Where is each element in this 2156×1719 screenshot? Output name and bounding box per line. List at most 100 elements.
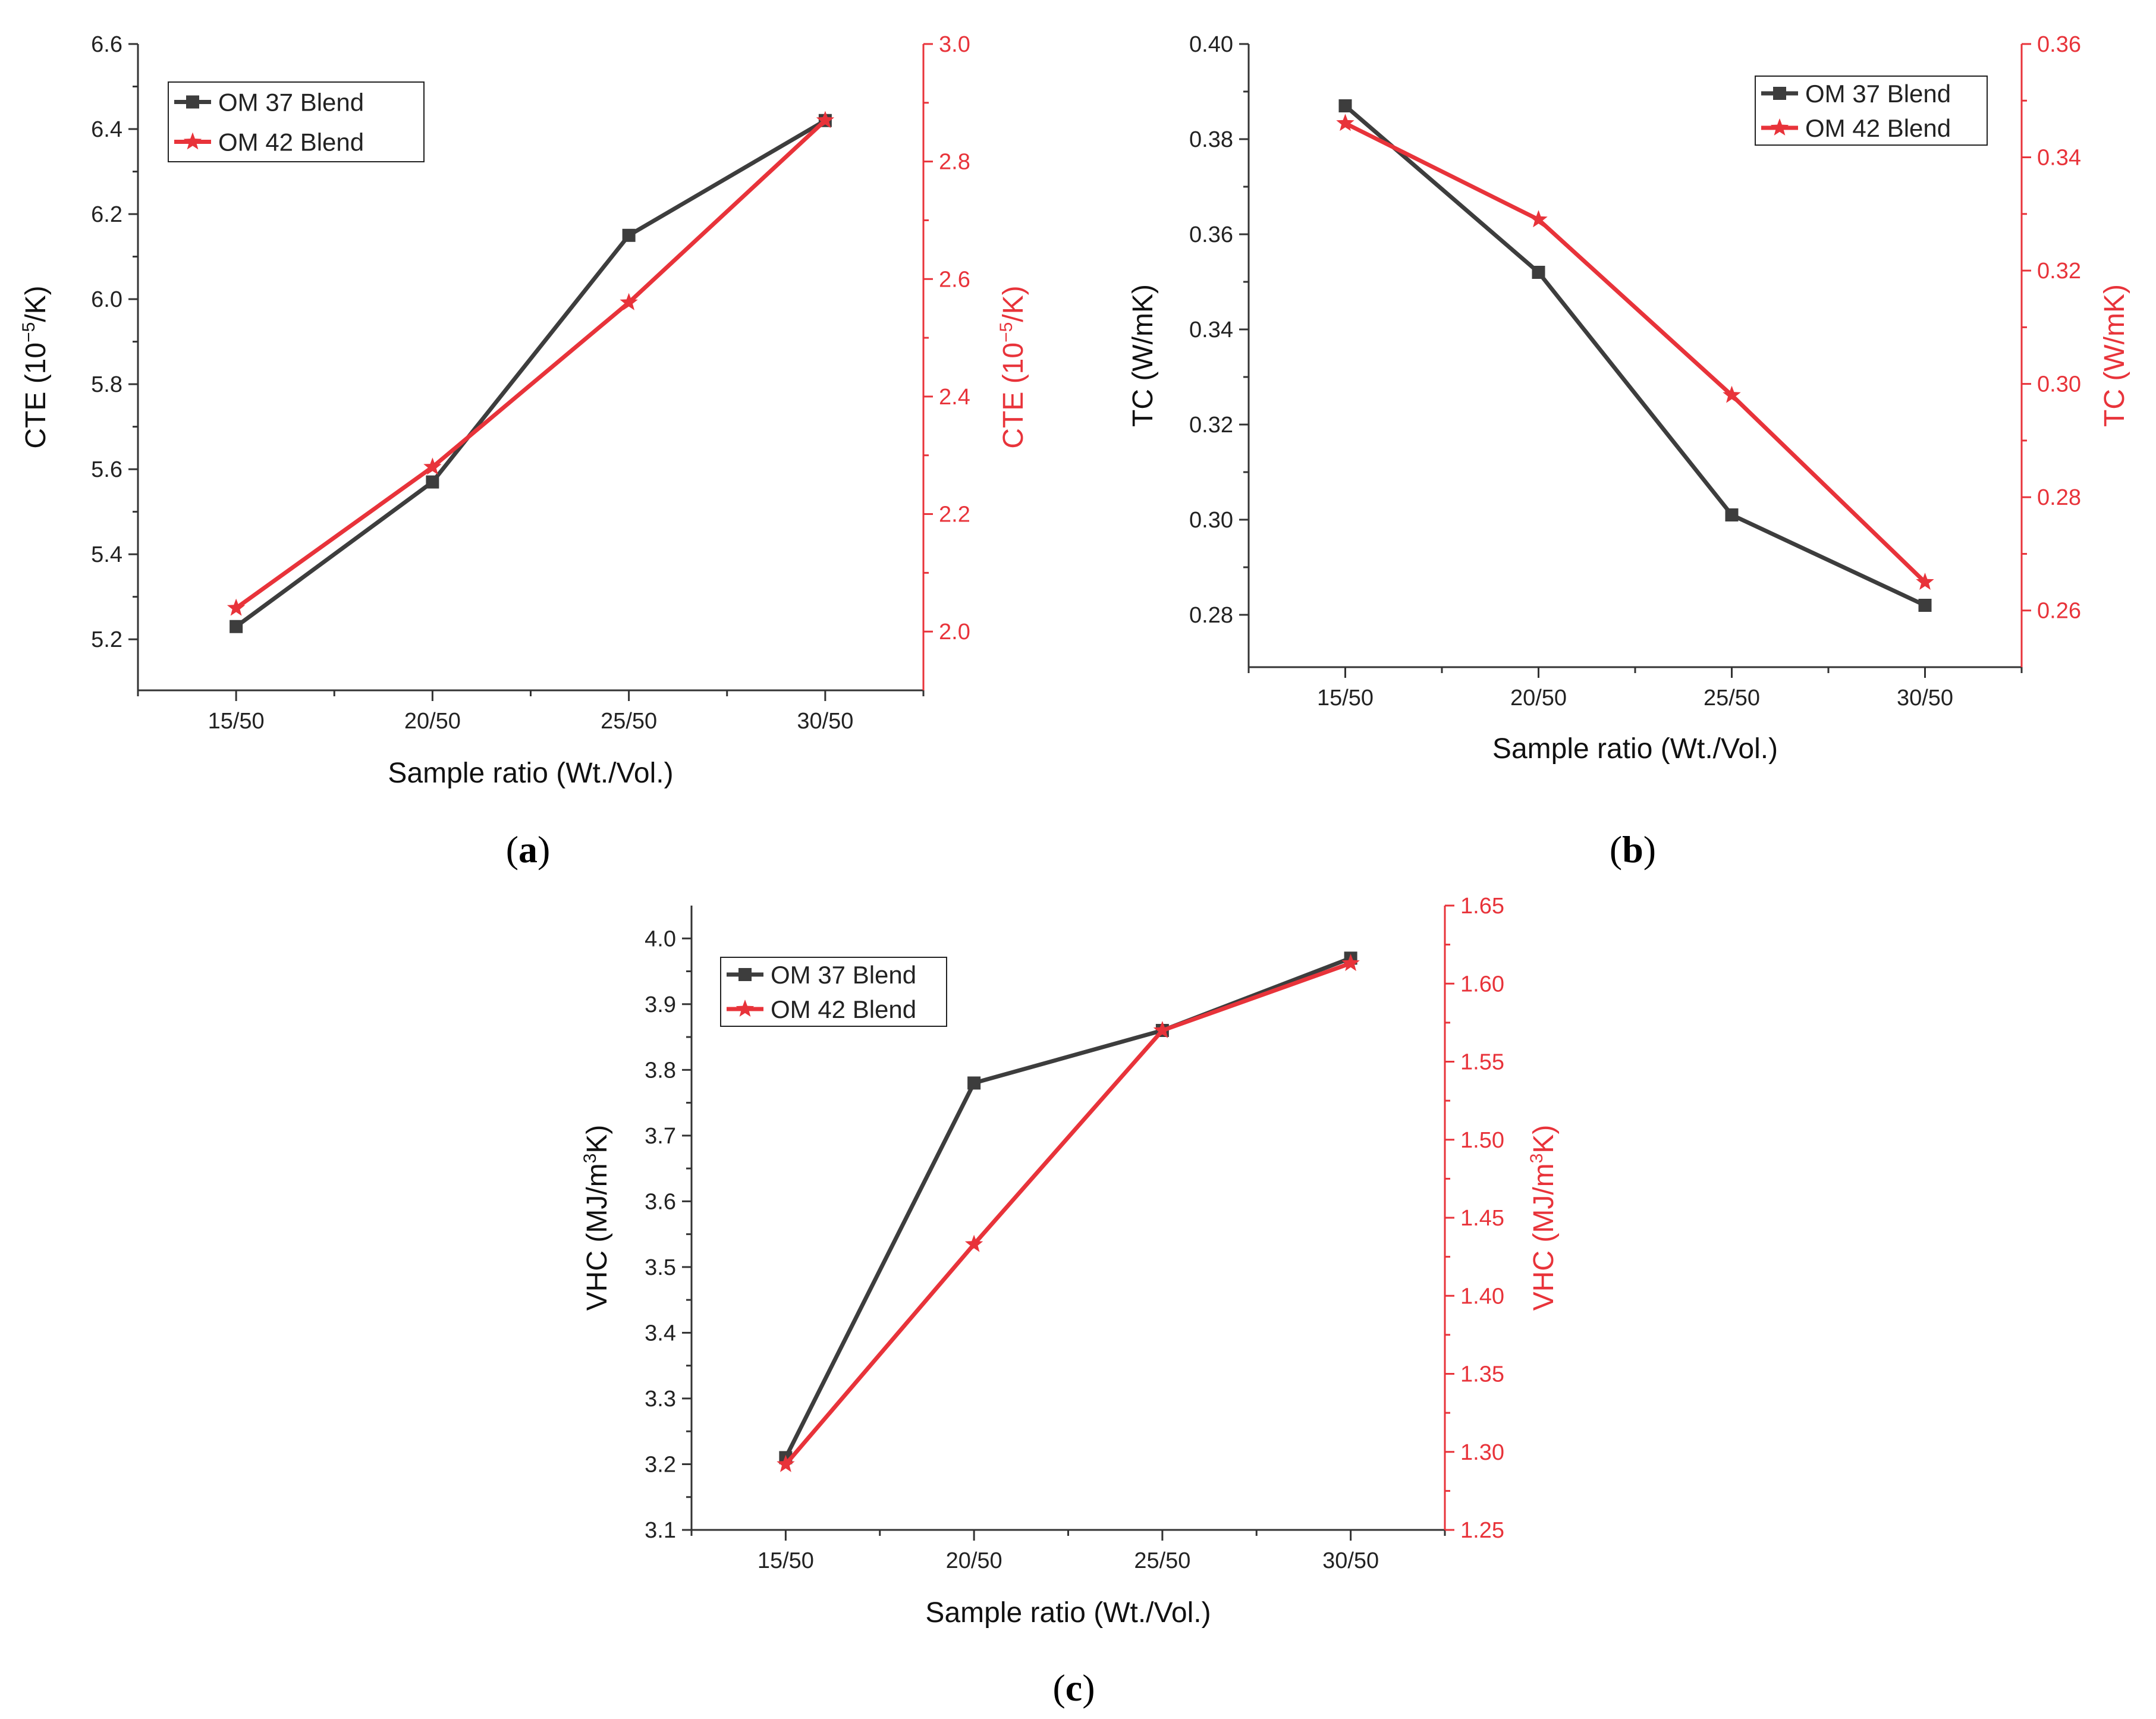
panel-c-x-tick-label: 15/50 xyxy=(758,1548,814,1573)
panel-a-y-axis-title-superscript: −5 xyxy=(19,322,39,342)
panel-b-legend-label: OM 42 Blend xyxy=(1805,114,1951,142)
panel-b-y-axis-title: TC (W/mK) xyxy=(1127,284,1159,427)
panel-a-x-tick-label: 20/50 xyxy=(404,709,461,734)
panel-c-x-tick-label: 20/50 xyxy=(946,1548,1002,1573)
panel-b-x-tick-label: 25/50 xyxy=(1704,686,1760,711)
panel-c-y-tick-label: 4.0 xyxy=(645,926,676,951)
panel-c-panel-label: (c) xyxy=(1052,1667,1095,1709)
panel-a-series-2-point xyxy=(423,457,442,475)
panel-c-y-axis-title-tail: K) xyxy=(582,1125,613,1154)
panel-b-x-tick-label: 20/50 xyxy=(1510,686,1567,711)
panel-b-series-1-line xyxy=(1344,104,1926,608)
panel-b-y-tick-label: 0.30 xyxy=(1189,508,1233,533)
panel-c-y-axis-title-superscript: 3 xyxy=(580,1154,600,1164)
panel-b-y2-tick-label: 0.30 xyxy=(2037,372,2081,397)
panel-a-series-2-point xyxy=(816,111,835,128)
panel-c-y2-tick-label: 1.35 xyxy=(1460,1362,1504,1387)
panel-b-series-2-line xyxy=(1344,121,1926,584)
chart-panel-c: 15/50 20/50 25/50 30/50 3.1 3.2 3.3 3.4 3.5 3.6 3.… xyxy=(580,894,1560,1709)
panel-b-series-1 xyxy=(1338,99,1932,612)
panel-c-y-tick-label: 3.6 xyxy=(645,1189,676,1214)
panel-a-y-axis-title-tail: /K) xyxy=(20,285,52,322)
panel-b-series-1-point xyxy=(1532,266,1545,279)
panel-a-series-1-point xyxy=(230,620,243,633)
panel-c-y2-tick-label: 1.55 xyxy=(1460,1050,1504,1075)
panel-b-panel-label-letter: b xyxy=(1622,828,1643,871)
panel-a-legend-box xyxy=(168,81,425,162)
panel-a-y2-axis-title-superscript: −5 xyxy=(997,322,1016,342)
panel-b-y2-tick-label: 0.36 xyxy=(2037,32,2081,57)
panel-c-series-2-point xyxy=(964,1234,983,1252)
panel-b-y2-axis-title: TC (W/mK) xyxy=(2099,284,2130,427)
panel-b-x-tick-label: 30/50 xyxy=(1897,686,1953,711)
panel-c-y2-axis-title: VHC (MJ/m3K) xyxy=(1527,1125,1560,1311)
panel-c-y2-tick-label: 1.30 xyxy=(1460,1440,1504,1465)
panel-c-x-tick-label: 30/50 xyxy=(1322,1548,1379,1573)
panel-c-legend-box xyxy=(720,957,947,1027)
panel-c-y2-axis-title-tail: K) xyxy=(1528,1125,1560,1154)
panel-a-x-tick-label: 25/50 xyxy=(601,709,657,734)
panel-c-y2-tick-label: 1.45 xyxy=(1460,1206,1504,1231)
panel-a-series-2-point xyxy=(227,598,246,616)
panel-a-legend-swatch-marker xyxy=(186,95,199,109)
panel-a-y2-tick-label: 3.0 xyxy=(939,32,970,57)
panel-a-series-1-point xyxy=(426,475,439,489)
panel-b-y-tick-label: 0.38 xyxy=(1189,127,1233,152)
panel-a-panel-label-close: ) xyxy=(538,828,550,871)
panel-c-y-tick-label: 3.3 xyxy=(645,1387,676,1412)
panel-a-y-tick-label: 6.2 xyxy=(91,202,122,227)
panel-a-legend-label: OM 37 Blend xyxy=(218,89,364,117)
panel-a-legend: OM 37 Blend OM 42 Blend xyxy=(168,81,425,162)
panel-c-y2-axis-title-superscript: 3 xyxy=(1527,1154,1547,1164)
panel-b-y-tick-label: 0.36 xyxy=(1189,222,1233,247)
panel-c-legend-swatch-marker xyxy=(736,1000,755,1017)
panel-a-y2-tick-label: 2.6 xyxy=(939,267,970,292)
panel-c-y-tick-label: 3.2 xyxy=(645,1452,676,1477)
panel-b-legend-swatch-marker xyxy=(1773,87,1786,100)
panel-b-series-2-point xyxy=(1916,573,1934,590)
panel-b-panel-label-close: ) xyxy=(1643,828,1656,871)
panel-a-series-2 xyxy=(227,111,835,616)
panel-b-y2-tick-label: 0.28 xyxy=(2037,485,2081,510)
panel-a-y-axis-title-text: CTE (10 xyxy=(20,342,52,449)
panel-c-y-tick-label: 3.7 xyxy=(645,1124,676,1149)
panel-c-y-tick-label: 3.4 xyxy=(645,1321,676,1346)
panel-c-legend-label: OM 42 Blend xyxy=(771,995,916,1023)
panel-a-series-2-line xyxy=(235,118,827,610)
panel-b-y2-tick-label: 0.26 xyxy=(2037,599,2081,624)
panel-c-y2-tick-label: 1.50 xyxy=(1460,1128,1504,1153)
panel-a-panel-label: (a) xyxy=(506,828,551,871)
panel-c-x-axis-title: Sample ratio (Wt./Vol.) xyxy=(925,1597,1211,1629)
panel-c-panel-label-close: ) xyxy=(1082,1667,1095,1709)
panel-b-series-1-point xyxy=(1918,599,1932,612)
panel-b-y-axis-title-text: TC (W/mK) xyxy=(1127,284,1159,427)
panel-c-y-axis-title: VHC (MJ/m3K) xyxy=(580,1125,613,1311)
panel-a-y-tick-label: 5.6 xyxy=(91,457,122,482)
panel-b-series-2-point xyxy=(1336,114,1354,131)
panel-a-y-tick-label: 6.4 xyxy=(91,117,122,142)
panel-a-panel-label-open: ( xyxy=(506,828,518,871)
panel-c-series-2-point xyxy=(1153,1021,1172,1038)
panel-a-y-axis-title: CTE (10−5/K) xyxy=(19,285,52,448)
panel-c-y2-tick-label: 1.60 xyxy=(1460,972,1504,997)
panel-c-y2-tick-label: 1.65 xyxy=(1460,894,1504,919)
panel-b-y-tick-label: 0.32 xyxy=(1189,413,1233,438)
panel-a-y2-axis-title-tail: /K) xyxy=(998,285,1029,322)
panel-b-y-tick-label: 0.40 xyxy=(1189,32,1233,57)
panel-b-x-axis-title: Sample ratio (Wt./Vol.) xyxy=(1492,733,1778,765)
panel-c-y-axis-title-text: VHC (MJ/m xyxy=(582,1163,613,1311)
panel-a-y-tick-label: 6.0 xyxy=(91,287,122,312)
panel-a-y2-axis-title: CTE (10−5/K) xyxy=(997,285,1029,448)
panel-b-series-2 xyxy=(1336,114,1934,590)
panel-b-series-1-point xyxy=(1725,508,1739,521)
panel-c-y-tick-label: 3.9 xyxy=(645,992,676,1017)
panel-c-series-1 xyxy=(779,951,1357,1465)
chart-panel-a: 15/50 20/50 25/50 30/50 5.2 5.4 5.6 5.8 6.0 6.2 6.… xyxy=(19,32,1029,871)
panel-a-series-1-line xyxy=(235,118,826,628)
panel-c-y-tick-label: 3.1 xyxy=(645,1518,676,1543)
panel-b-legend-swatch-marker xyxy=(1770,118,1789,136)
panel-a-y2-tick-label: 2.0 xyxy=(939,620,970,645)
panel-a-series-2-point xyxy=(620,293,638,310)
panel-c-x-tick-label: 25/50 xyxy=(1134,1548,1190,1573)
